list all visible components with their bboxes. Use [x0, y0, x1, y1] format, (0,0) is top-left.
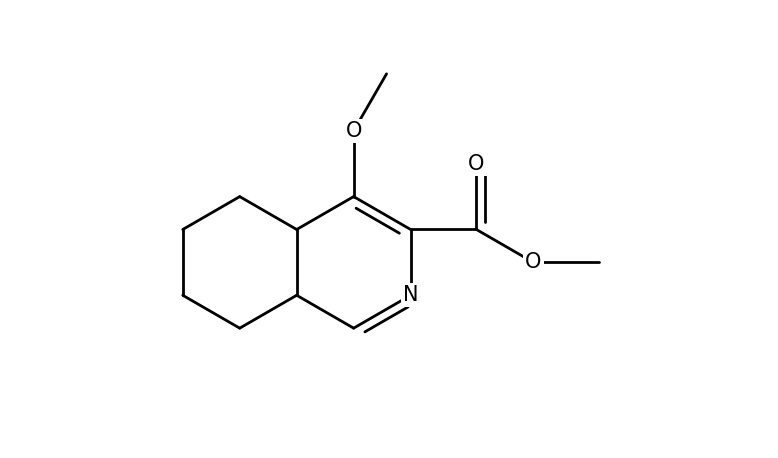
Text: O: O — [345, 121, 362, 141]
Text: N: N — [403, 285, 419, 305]
Text: O: O — [525, 252, 541, 273]
Text: O: O — [468, 154, 485, 174]
